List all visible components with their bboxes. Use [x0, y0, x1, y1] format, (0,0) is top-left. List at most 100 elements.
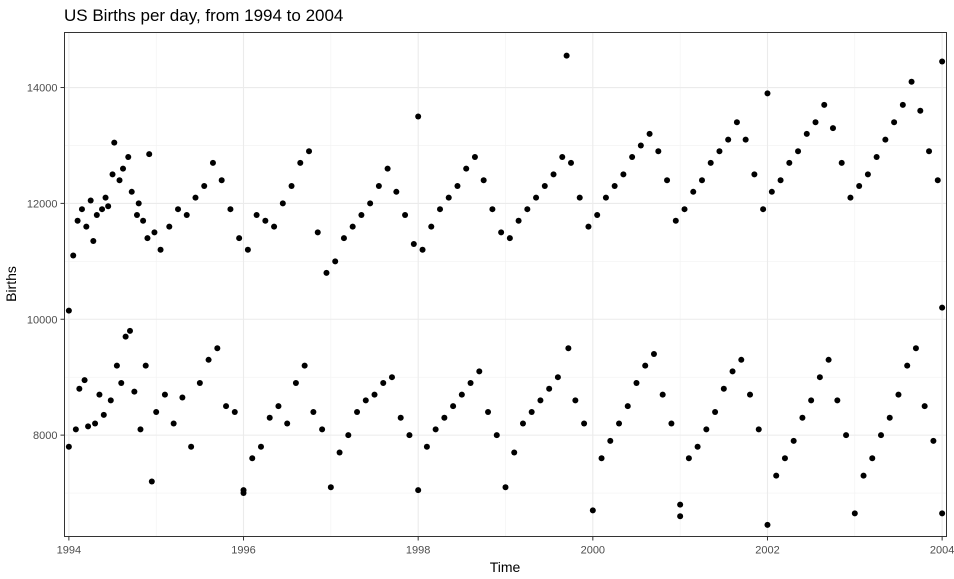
data-point	[471, 154, 478, 161]
grid	[64, 32, 947, 537]
data-point	[340, 235, 347, 242]
data-point	[565, 345, 572, 352]
data-point	[747, 391, 754, 398]
data-point	[201, 183, 208, 190]
data-point	[419, 246, 426, 253]
data-point	[105, 203, 112, 210]
data-point	[175, 206, 182, 213]
x-axis-title: Time	[490, 559, 521, 575]
data-point	[90, 238, 97, 245]
data-point	[690, 188, 697, 195]
data-point	[292, 379, 299, 386]
data-point	[755, 426, 762, 433]
data-point	[672, 217, 679, 224]
data-point	[541, 183, 548, 190]
data-point	[655, 148, 662, 155]
data-point	[120, 165, 127, 172]
data-point	[786, 159, 793, 166]
data-point	[275, 403, 282, 410]
data-point	[493, 432, 500, 439]
x-tick-label: 1998	[406, 545, 430, 557]
data-point	[511, 449, 518, 456]
data-point	[860, 472, 867, 479]
data-point	[102, 194, 109, 201]
data-point	[125, 154, 132, 161]
data-point	[463, 165, 470, 172]
data-point	[92, 420, 99, 427]
data-point	[65, 443, 72, 450]
data-point	[629, 154, 636, 161]
data-point	[99, 206, 106, 213]
data-point	[480, 177, 487, 184]
data-point	[133, 211, 140, 218]
data-point	[415, 113, 422, 120]
data-point	[271, 223, 278, 230]
data-point	[864, 171, 871, 178]
data-point	[227, 206, 234, 213]
data-point	[170, 420, 177, 427]
data-point	[428, 223, 435, 230]
data-point	[869, 455, 876, 462]
data-point	[921, 403, 928, 410]
data-point	[799, 414, 806, 421]
data-point	[851, 510, 858, 517]
data-point	[537, 397, 544, 404]
data-point	[332, 258, 339, 265]
data-point	[146, 151, 153, 158]
data-point	[151, 229, 158, 236]
data-point	[362, 397, 369, 404]
data-point	[306, 148, 313, 155]
data-point	[205, 356, 212, 363]
data-point	[546, 385, 553, 392]
data-point	[423, 443, 430, 450]
data-point	[795, 148, 802, 155]
data-point	[576, 194, 583, 201]
data-point	[76, 385, 83, 392]
data-point	[485, 408, 492, 415]
data-point	[777, 177, 784, 184]
x-tick-label: 2004	[930, 545, 954, 557]
data-point	[624, 403, 631, 410]
data-point	[856, 183, 863, 190]
data-point	[489, 206, 496, 213]
data-point	[729, 368, 736, 375]
data-point	[598, 455, 605, 462]
data-point	[406, 432, 413, 439]
data-point	[96, 391, 103, 398]
data-point	[314, 229, 321, 236]
data-point	[781, 455, 788, 462]
data-point	[607, 437, 614, 444]
data-point	[703, 426, 710, 433]
data-point	[751, 171, 758, 178]
data-point	[111, 139, 118, 146]
data-point	[912, 345, 919, 352]
data-point	[358, 211, 365, 218]
data-point	[886, 414, 893, 421]
data-point	[262, 217, 269, 224]
data-point	[87, 197, 94, 204]
data-point	[764, 521, 771, 528]
data-point	[310, 408, 317, 415]
data-point	[257, 443, 264, 450]
data-point	[327, 484, 334, 491]
data-point	[240, 490, 247, 497]
data-point	[681, 206, 688, 213]
data-point	[677, 501, 684, 508]
data-point	[646, 130, 653, 137]
data-point	[244, 246, 251, 253]
data-point	[223, 403, 230, 410]
data-point	[188, 443, 195, 450]
data-point	[554, 374, 561, 381]
data-point	[183, 211, 190, 218]
data-point	[891, 119, 898, 126]
data-point	[720, 385, 727, 392]
data-point	[279, 200, 286, 207]
data-point	[515, 217, 522, 224]
data-point	[445, 194, 452, 201]
data-point	[677, 513, 684, 520]
data-point	[266, 414, 273, 421]
data-point	[380, 379, 387, 386]
data-point	[895, 391, 902, 398]
data-point	[934, 177, 941, 184]
